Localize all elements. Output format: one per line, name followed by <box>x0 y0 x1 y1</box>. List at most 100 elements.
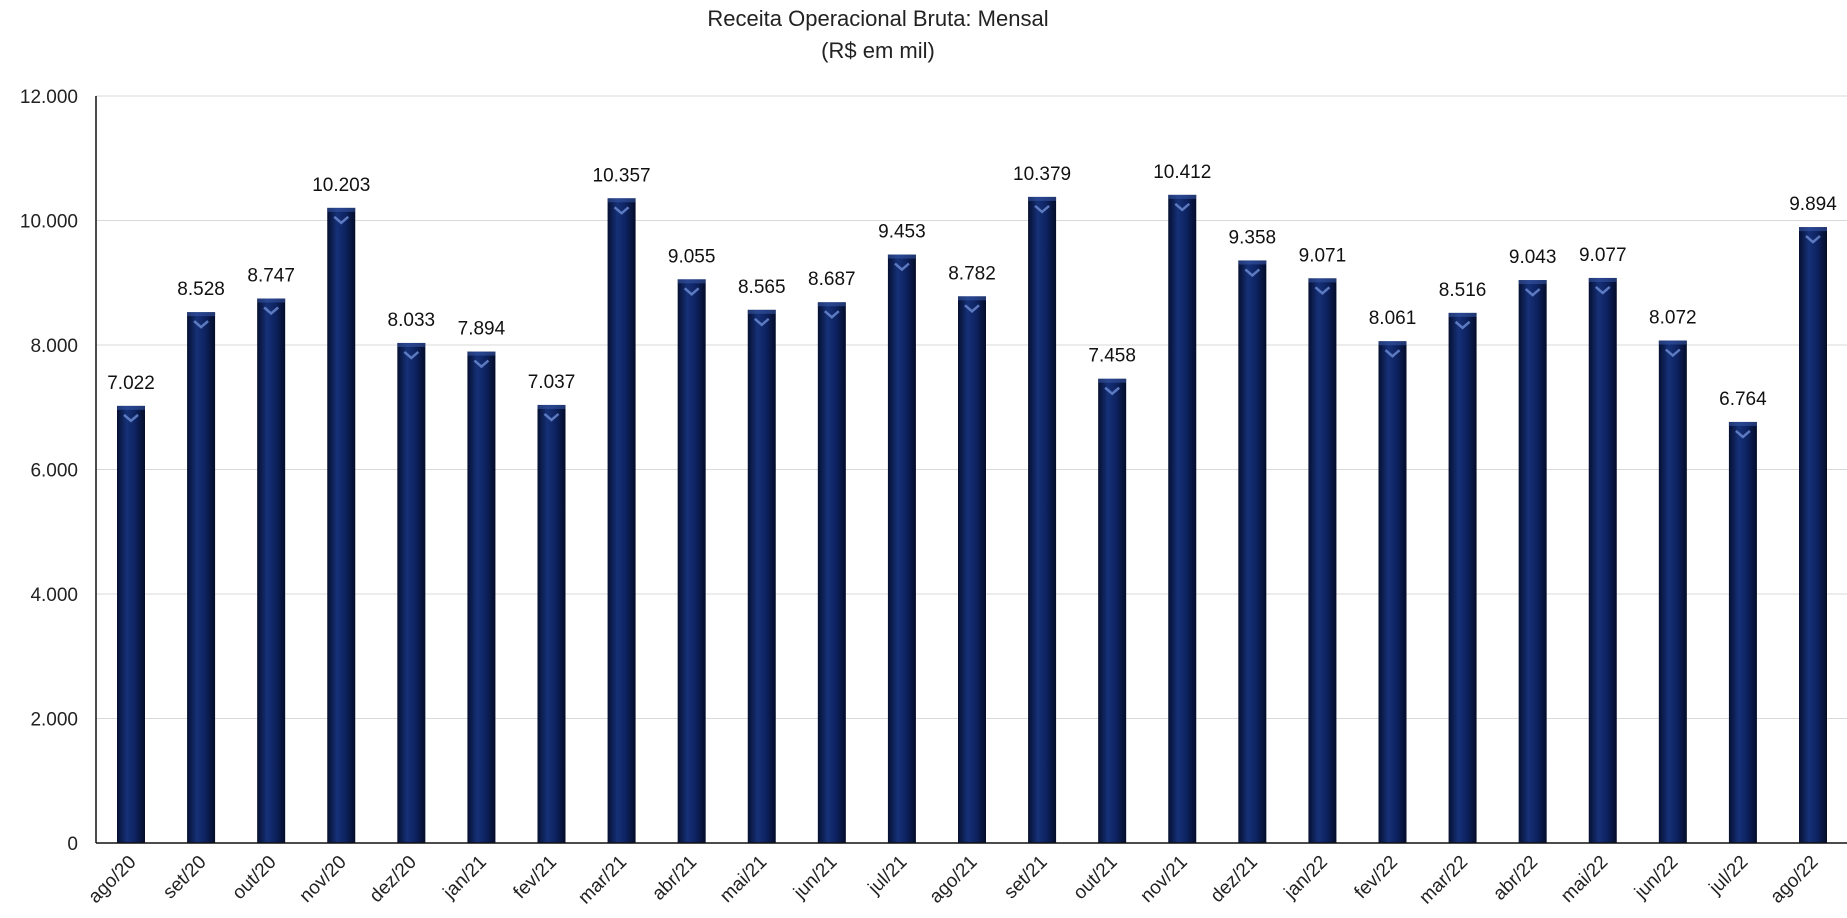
bar-group <box>747 309 776 843</box>
y-tick-label: 2.000 <box>30 710 78 731</box>
x-tick-label: abr/21 <box>648 852 701 905</box>
bar-highlight <box>1594 286 1611 295</box>
x-tick-label: ago/22 <box>1767 852 1823 908</box>
bar <box>1799 227 1827 843</box>
bar-highlight <box>613 206 630 215</box>
bar-highlight <box>824 310 840 319</box>
data-label: 10.412 <box>1153 162 1211 183</box>
bar <box>958 296 986 843</box>
bar <box>1588 277 1617 843</box>
bar-highlight <box>1384 349 1401 358</box>
bar-group <box>1238 260 1267 844</box>
bar-group <box>187 312 216 844</box>
x-tick-label: mar/22 <box>1415 852 1472 909</box>
bar-group <box>1378 341 1407 843</box>
bar-group <box>537 404 566 843</box>
bar <box>397 342 426 843</box>
y-tick-label: 6.000 <box>30 461 78 482</box>
bar-cap <box>1028 196 1057 201</box>
data-label: 9.453 <box>878 222 926 243</box>
bar-highlight <box>1034 204 1050 214</box>
bar-highlight <box>1735 429 1751 439</box>
data-label: 9.055 <box>668 246 716 267</box>
data-label: 8.782 <box>948 263 996 284</box>
data-label: 8.565 <box>738 277 786 298</box>
bar-cap <box>257 298 286 303</box>
bar <box>747 309 776 843</box>
x-tick-label: nov/21 <box>1137 852 1192 907</box>
bar-highlight <box>123 413 139 423</box>
data-label: 10.379 <box>1013 164 1071 185</box>
bar-group <box>1308 278 1337 843</box>
x-tick-label: out/21 <box>1069 852 1121 904</box>
chart-title: Receita Operacional Bruta: Mensal <box>707 6 1048 31</box>
bar-highlight <box>964 304 980 313</box>
data-label: 8.061 <box>1369 308 1417 329</box>
bar-group <box>1448 312 1477 843</box>
bar-cap <box>537 404 566 409</box>
bar-cap <box>1168 194 1197 199</box>
x-tick-label: fev/22 <box>1351 852 1402 903</box>
bar-highlight <box>333 215 350 225</box>
bar-highlight <box>1524 288 1541 297</box>
bar <box>1518 280 1547 843</box>
bar-cap <box>747 309 776 314</box>
bar <box>187 312 216 844</box>
data-label: 8.687 <box>808 269 856 290</box>
bar-cap <box>397 342 426 347</box>
chart-subtitle: (R$ em mil) <box>821 38 935 63</box>
bar <box>1448 312 1477 843</box>
bar-cap <box>1799 227 1827 232</box>
x-tick-label: jul/21 <box>864 852 912 900</box>
bar-group <box>257 298 286 843</box>
bar-cap <box>1728 421 1757 426</box>
bar-cap <box>1448 312 1477 317</box>
bar-highlight <box>753 317 770 327</box>
data-label: 9.894 <box>1789 194 1837 215</box>
data-label: 9.077 <box>1579 245 1627 266</box>
x-tick-label: ago/20 <box>85 852 141 908</box>
bar <box>1378 341 1407 843</box>
bar-highlight <box>193 320 209 329</box>
x-tick-label: mai/21 <box>716 852 771 907</box>
data-label: 6.764 <box>1719 389 1767 410</box>
bar-cap <box>887 254 916 259</box>
bar-highlight <box>1104 386 1120 396</box>
bar <box>817 302 846 843</box>
bar <box>117 405 145 843</box>
bar <box>1168 194 1197 843</box>
bar-group <box>467 351 496 843</box>
bar-cap <box>958 296 986 301</box>
data-label: 8.072 <box>1649 308 1697 329</box>
bar-highlight <box>403 350 420 360</box>
bar-cap <box>1378 341 1407 346</box>
data-label: 8.516 <box>1439 280 1487 301</box>
y-tick-label: 10.000 <box>20 212 78 233</box>
bar-highlight <box>1805 235 1821 244</box>
bar-cap <box>1518 280 1547 285</box>
bar-group <box>1799 227 1827 843</box>
x-tick-label: set/21 <box>1000 852 1051 903</box>
x-tick-label: jan/21 <box>439 852 491 904</box>
x-tick-label: mar/21 <box>574 852 631 909</box>
bar-cap <box>117 405 145 410</box>
data-label: 9.043 <box>1509 247 1557 268</box>
bar-highlight <box>473 359 490 369</box>
bar-group <box>607 198 636 844</box>
x-tick-label: dez/20 <box>366 852 421 907</box>
data-label: 9.071 <box>1299 245 1347 266</box>
bar-group <box>1518 280 1547 843</box>
bar-cap <box>187 312 216 317</box>
bar-cap <box>677 279 706 284</box>
x-tick-label: jul/22 <box>1705 852 1753 900</box>
x-tick-label: jun/22 <box>1630 852 1682 904</box>
bar-cap <box>1588 277 1617 282</box>
x-tick-label: set/20 <box>159 852 210 903</box>
bar-group <box>1028 196 1057 844</box>
data-label: 7.894 <box>458 319 506 340</box>
x-tick-label: fev/21 <box>510 852 561 903</box>
bar-highlight <box>894 262 910 272</box>
bar-cap <box>1238 260 1267 265</box>
